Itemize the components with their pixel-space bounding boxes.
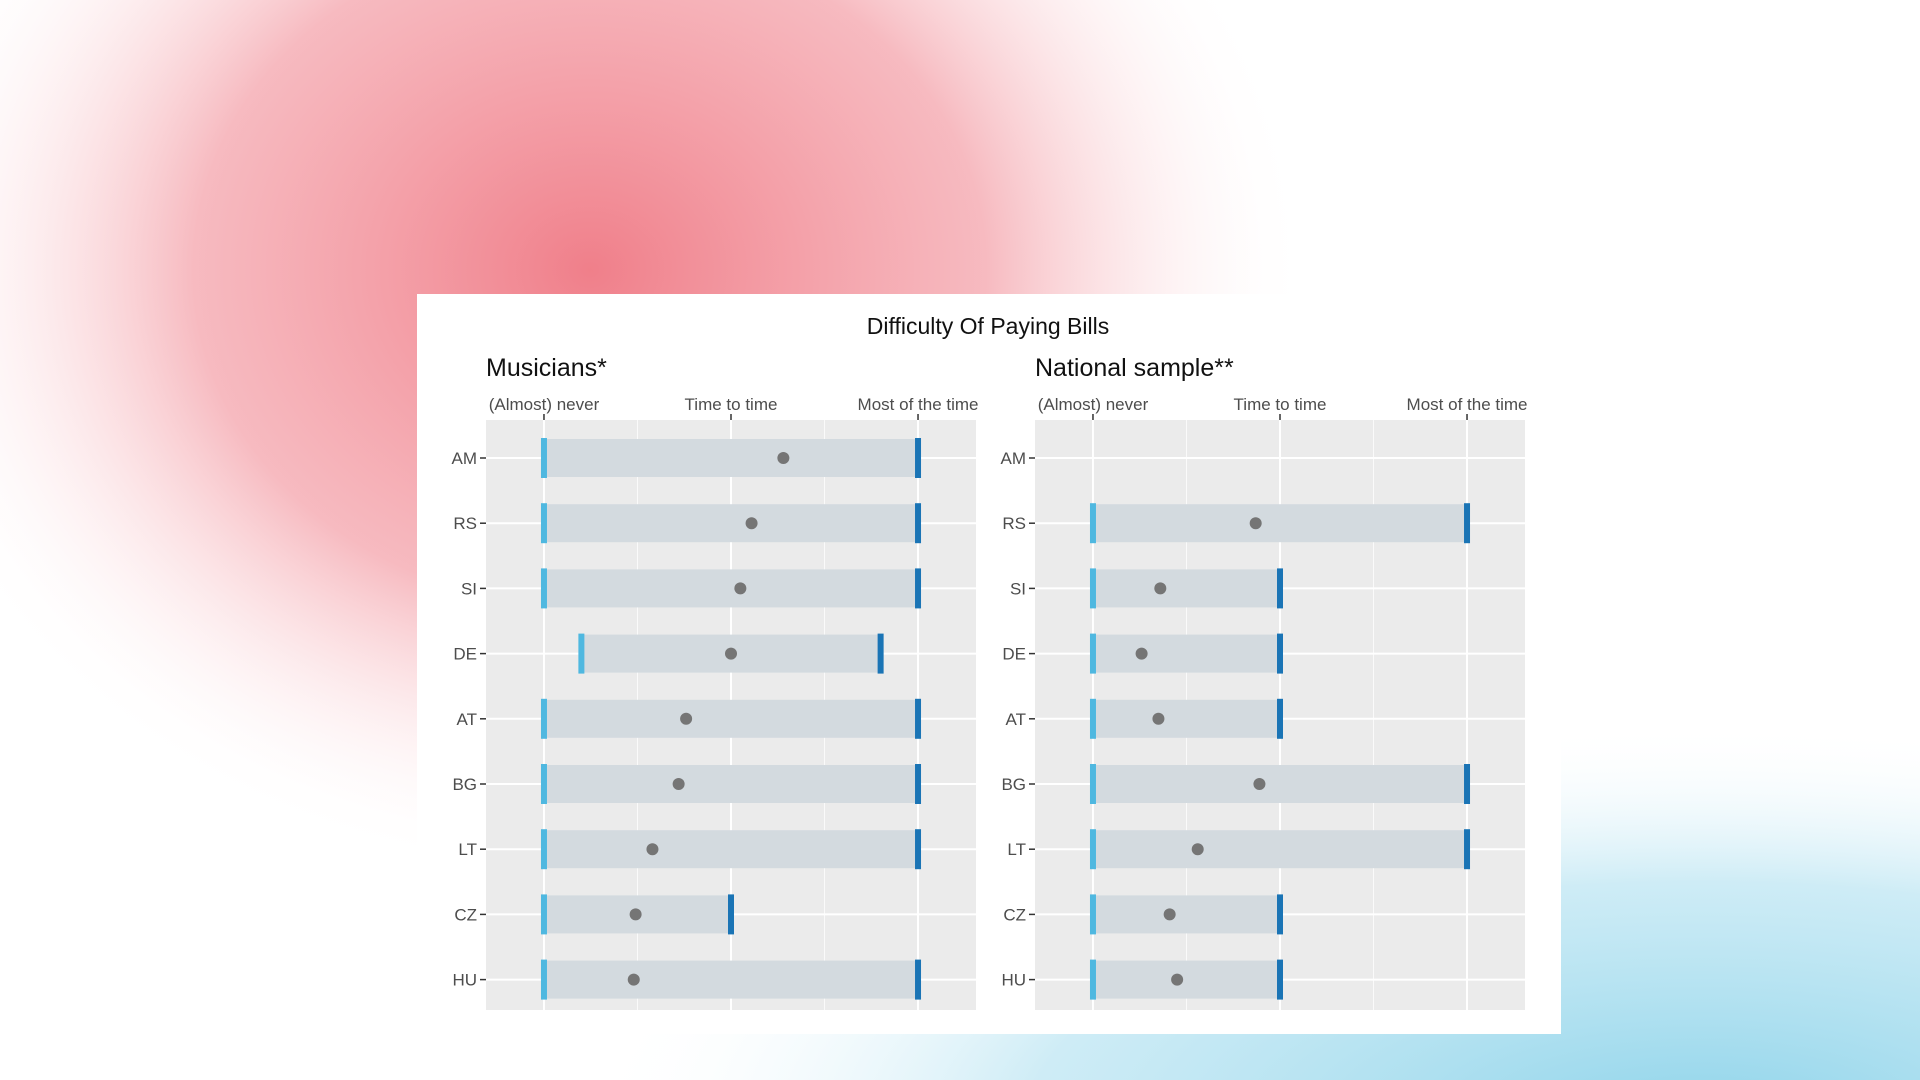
range-band: [543, 830, 919, 869]
min-marker: [1089, 633, 1096, 674]
y-tick-label: LT: [1007, 840, 1026, 859]
mean-dot: [629, 908, 642, 921]
max-marker: [1277, 568, 1283, 609]
range-band: [543, 504, 919, 543]
x-tick-label: Time to time: [1234, 395, 1327, 414]
min-marker: [540, 698, 547, 739]
y-tick-label: DE: [1002, 645, 1026, 664]
min-marker: [1089, 698, 1096, 739]
range-band: [1092, 895, 1280, 934]
min-marker: [1089, 894, 1096, 935]
panel-title: Musicians*: [486, 354, 607, 382]
y-tick-label: AM: [1001, 449, 1027, 468]
mean-dot: [734, 582, 747, 595]
mean-dot: [680, 712, 693, 725]
mean-dot: [1171, 973, 1184, 986]
max-marker: [915, 764, 922, 804]
y-tick-label: AM: [452, 449, 478, 468]
x-tick-label: Time to time: [685, 395, 778, 414]
y-tick-label: SI: [461, 579, 477, 598]
mean-dot: [1163, 908, 1176, 921]
range-band: [1092, 699, 1280, 738]
max-marker: [915, 568, 922, 609]
max-marker: [1277, 959, 1283, 1000]
min-marker: [578, 633, 585, 674]
min-marker: [1089, 568, 1096, 609]
y-tick-label: CZ: [1003, 905, 1026, 924]
panel-title: National sample**: [1035, 354, 1234, 382]
range-band: [543, 765, 919, 803]
mean-dot: [672, 778, 685, 790]
range-band: [543, 439, 919, 477]
y-tick-label: BG: [452, 775, 477, 794]
max-marker: [915, 503, 922, 544]
mean-dot: [1154, 582, 1167, 595]
max-marker: [877, 633, 884, 674]
range-band: [1092, 765, 1468, 803]
range-band: [1092, 569, 1280, 608]
x-tick-label: (Almost) never: [1038, 395, 1149, 414]
max-marker: [915, 438, 922, 478]
x-tick-label: Most of the time: [1407, 395, 1528, 414]
mean-dot: [646, 843, 659, 856]
min-marker: [540, 438, 547, 478]
mean-dot: [777, 452, 790, 464]
max-marker: [728, 894, 734, 935]
max-marker: [1277, 698, 1283, 739]
max-marker: [1277, 633, 1283, 674]
min-marker: [540, 764, 547, 804]
y-tick-label: LT: [458, 840, 477, 859]
y-tick-label: RS: [453, 514, 477, 533]
chart-title: Difficulty Of Paying Bills: [867, 313, 1109, 339]
max-marker: [915, 698, 922, 739]
y-tick-label: AT: [457, 710, 477, 729]
max-marker: [915, 959, 922, 1000]
mean-dot: [725, 647, 737, 660]
mean-dot: [1135, 647, 1148, 660]
mean-dot: [1249, 517, 1262, 530]
max-marker: [1464, 829, 1471, 870]
min-marker: [540, 894, 547, 935]
range-band: [1092, 634, 1280, 673]
y-tick-label: RS: [1002, 514, 1026, 533]
mean-dot: [745, 517, 758, 530]
range-band: [543, 699, 919, 738]
range-band: [543, 569, 919, 608]
max-marker: [1464, 764, 1471, 804]
y-tick-label: CZ: [454, 905, 477, 924]
range-band: [543, 960, 919, 999]
range-band: [1092, 960, 1280, 999]
max-marker: [1464, 503, 1471, 544]
mean-dot: [627, 973, 640, 986]
x-tick-label: Most of the time: [858, 395, 979, 414]
y-tick-label: HU: [1001, 971, 1026, 990]
range-band: [1092, 504, 1468, 543]
min-marker: [1089, 503, 1096, 544]
x-tick-label: (Almost) never: [489, 395, 600, 414]
y-tick-label: DE: [453, 645, 477, 664]
range-dot-chart: Difficulty Of Paying Bills Musicians* (Al…: [452, 313, 1528, 1010]
min-marker: [1089, 764, 1096, 804]
mean-dot: [1253, 778, 1266, 790]
min-marker: [540, 959, 547, 1000]
max-marker: [915, 829, 922, 870]
y-tick-label: SI: [1010, 579, 1026, 598]
y-tick-label: AT: [1006, 710, 1026, 729]
chart-card: Difficulty Of Paying Bills Musicians* (Al…: [417, 294, 1561, 1034]
min-marker: [1089, 959, 1096, 1000]
min-marker: [540, 568, 547, 609]
range-band: [1092, 830, 1468, 869]
min-marker: [1089, 829, 1096, 870]
mean-dot: [1191, 843, 1204, 856]
y-tick-label: HU: [452, 971, 477, 990]
y-tick-label: BG: [1001, 775, 1026, 794]
min-marker: [540, 503, 547, 544]
mean-dot: [1152, 712, 1165, 725]
min-marker: [540, 829, 547, 870]
max-marker: [1277, 894, 1283, 935]
